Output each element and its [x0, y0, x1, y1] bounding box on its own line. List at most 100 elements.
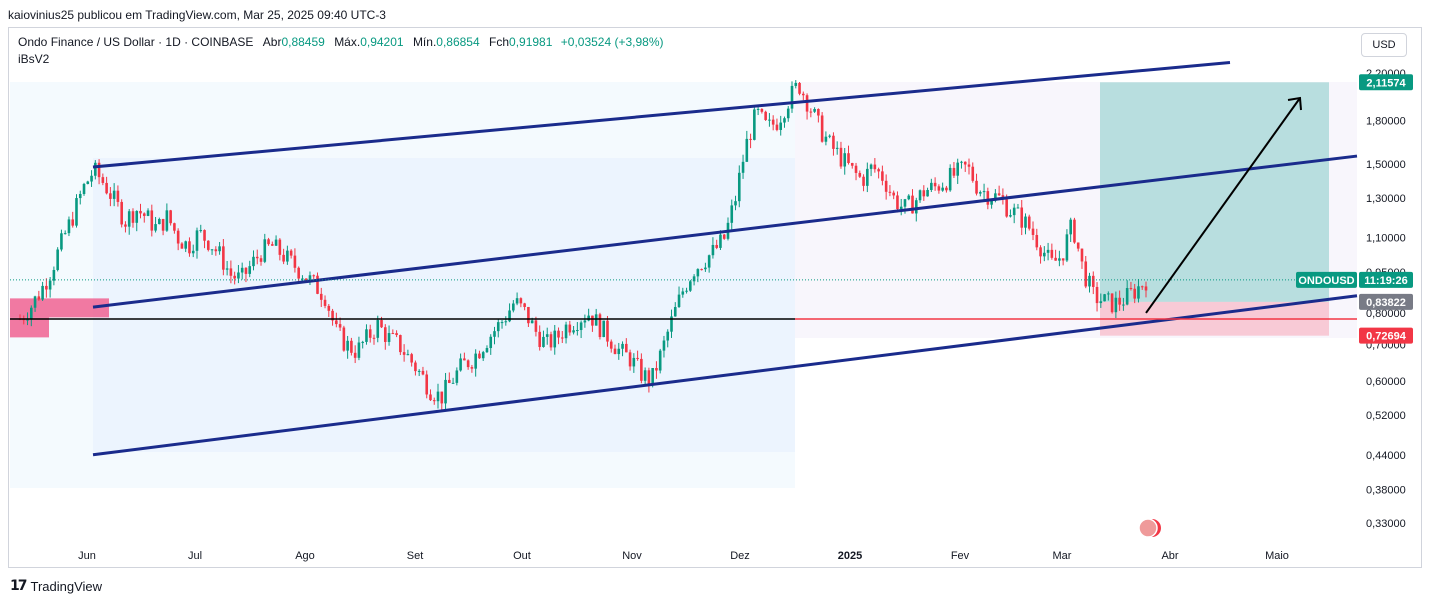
candle-body — [568, 324, 572, 333]
candle-body — [722, 234, 726, 239]
y-tick-label: 0,52000 — [1366, 410, 1406, 422]
candle-body — [278, 239, 282, 255]
candle-body — [387, 333, 391, 342]
candle-body — [858, 172, 862, 177]
candle-body — [1125, 288, 1129, 305]
candle-body — [545, 334, 549, 337]
candle-body — [824, 136, 828, 142]
candle-body — [745, 138, 749, 162]
candle-body — [869, 164, 873, 169]
candle-body — [594, 314, 598, 326]
candle-body — [508, 310, 511, 322]
candle-body — [598, 314, 602, 338]
candle-body — [335, 320, 338, 325]
y-tick-label: 0,44000 — [1366, 450, 1406, 462]
candle-body — [1133, 288, 1137, 299]
candle-body — [692, 276, 696, 282]
candle-body — [500, 322, 504, 324]
candle-body — [463, 358, 466, 361]
x-tick-label: Abr — [1161, 550, 1178, 562]
candle-body — [1129, 288, 1133, 290]
candle-body — [41, 285, 44, 300]
tradingview-footer[interactable]: 17 TradingView — [10, 578, 102, 594]
candle-body — [206, 240, 210, 250]
candle-body — [1065, 234, 1069, 261]
candle-body — [1043, 252, 1046, 257]
candle-body — [1144, 286, 1148, 291]
target-price-tag: 2,11574 — [1366, 77, 1406, 89]
candle-body — [1027, 216, 1031, 229]
candle-body — [142, 213, 146, 216]
candle-body — [753, 109, 756, 140]
indicator-label[interactable]: iBsV2 — [18, 52, 50, 66]
candle-body — [120, 201, 123, 225]
candle-body — [169, 210, 172, 224]
position-tool — [1100, 82, 1329, 336]
y-tick-label: 0,38000 — [1366, 485, 1406, 497]
candle-body — [353, 352, 357, 358]
candle-body — [975, 180, 978, 194]
candle-body — [790, 85, 794, 109]
candle-body — [967, 164, 971, 167]
candle-body — [854, 165, 858, 173]
candle-body — [945, 187, 948, 191]
candle-body — [323, 299, 327, 306]
candle-body — [839, 147, 843, 167]
candle-body — [1095, 286, 1099, 304]
candles — [18, 80, 1148, 411]
candle-body — [188, 241, 191, 254]
candle-body — [572, 330, 575, 333]
candle-body — [628, 352, 632, 367]
candle-body — [873, 164, 877, 170]
candle-body — [730, 205, 734, 223]
candle-body — [75, 198, 78, 226]
candle-body — [1110, 293, 1114, 313]
candle-body — [613, 348, 617, 355]
candle-body — [689, 281, 692, 291]
candle-body — [350, 340, 353, 353]
candle-body — [466, 360, 470, 368]
channel-shade-left — [93, 158, 795, 452]
x-tick-label: Jul — [188, 550, 202, 562]
candle-body — [832, 135, 835, 149]
candle-body — [640, 358, 643, 381]
candle-body — [1039, 247, 1042, 257]
candle-body — [926, 189, 929, 197]
candle-body — [655, 367, 658, 371]
candle-body — [523, 303, 526, 307]
x-tick-label: 2025 — [838, 550, 862, 562]
candle-body — [1103, 294, 1106, 302]
candle-body — [756, 108, 760, 110]
candle-body — [154, 224, 157, 231]
candle-body — [986, 191, 990, 205]
candle-body — [771, 119, 775, 125]
candle-body — [67, 219, 71, 234]
candle-body — [425, 374, 429, 395]
candle-body — [361, 341, 364, 343]
candle-body — [301, 278, 304, 280]
candle-body — [451, 382, 455, 384]
candle-body — [63, 233, 67, 235]
symbol-price-tag-bg — [1296, 271, 1357, 288]
candle-body — [1024, 216, 1027, 228]
candle-body — [26, 319, 29, 321]
change-value: +0,03524 (+3,98%) — [560, 35, 664, 49]
currency-button[interactable]: USD — [1361, 33, 1407, 57]
candle-body — [1069, 219, 1072, 235]
candle-body — [222, 246, 225, 270]
candle-body — [52, 269, 56, 281]
candle-body — [150, 210, 154, 231]
candle-body — [1009, 215, 1012, 217]
us-flag-icon-back — [1138, 518, 1158, 538]
candle-body — [105, 182, 108, 194]
open-label: Abr — [262, 35, 282, 49]
candle-body — [282, 254, 285, 262]
candle-body — [101, 177, 105, 183]
candle-body — [847, 153, 850, 164]
candle-body — [700, 269, 703, 271]
candle-body — [127, 211, 131, 227]
tradingview-logo-icon: 17 — [10, 578, 28, 594]
candle-body — [1035, 234, 1039, 248]
candle-body — [203, 230, 206, 241]
